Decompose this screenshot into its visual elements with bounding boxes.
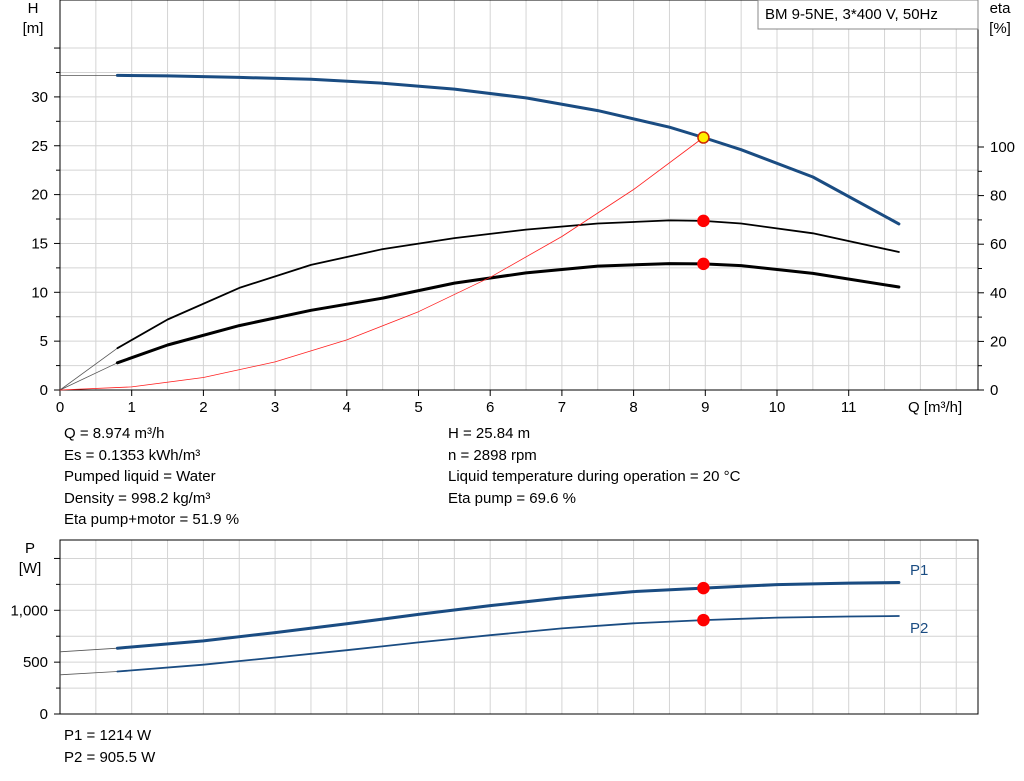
y-tick-label: 20 (31, 187, 48, 204)
y2-axis-label-eta: eta (990, 0, 1012, 17)
x-tick-label: 11 (841, 399, 857, 416)
power-y-tick-label: 0 (40, 706, 48, 723)
main-chart-series (59, 73, 901, 391)
power-y-tick-label: 500 (23, 654, 48, 671)
x-tick-label: 7 (558, 399, 566, 416)
chart-title-box: BM 9-5NE, 3*400 V, 50Hz (757, 0, 979, 30)
power-series-p2 (116, 615, 900, 673)
power-chart-grid (60, 540, 978, 714)
info-p2: P2 = 905.5 W (64, 748, 156, 766)
power-duty-point-marker (697, 613, 710, 627)
power-series-p1 (115, 581, 901, 650)
duty-point-info-left: Q = 8.974 m³/h Es = 0.1353 kWh/m³ Pumped… (64, 423, 239, 531)
main-chart-grid (60, 0, 978, 390)
power-chart-ticks: 0 500 1,000 (10, 557, 60, 723)
power-duty-point-marker (697, 581, 710, 595)
main-chart-ticks: 0 1 2 3 4 5 6 7 8 9 10 11 0 5 10 15 20 25 30 0 20 40 60 80 100 (31, 47, 1015, 416)
series-eta_total (115, 262, 901, 365)
main-chart-points (697, 131, 710, 271)
info-energy-specific: Es = 0.1353 kWh/m³ (64, 446, 201, 464)
power-chart-points (697, 581, 710, 627)
y2-axis-unit-eta: [%] (989, 20, 1011, 37)
info-liquid-temperature: Liquid temperature during operation = 20… (448, 468, 741, 485)
info-density: Density = 998.2 kg/m³ (64, 489, 211, 507)
x-tick-label: 2 (199, 399, 207, 416)
y-tick-label: 30 (31, 89, 48, 106)
power-series-extension-p1 (59, 647, 118, 653)
y-tick-label: 5 (40, 333, 48, 350)
x-tick-label: 0 (56, 399, 64, 416)
x-tick-label: 10 (769, 399, 786, 416)
y-tick-label: 10 (31, 284, 48, 301)
info-eta-pump-motor: Eta pump+motor = 51.9 % (64, 511, 240, 528)
y2-tick-label: 0 (990, 382, 998, 399)
y-tick-label: 25 (31, 138, 48, 155)
y2-tick-label: 60 (990, 236, 1007, 253)
info-pumped-liquid: Pumped liquid = Water (64, 468, 216, 485)
duty-point-info-right: H = 25.84 m n = 2898 rpm Liquid temperat… (448, 423, 740, 509)
y2-tick-label: 80 (990, 188, 1007, 205)
series-extension-eta_total (59, 362, 118, 391)
y2-tick-label: 100 (990, 139, 1015, 156)
y2-tick-label: 20 (990, 333, 1007, 350)
y2-tick-label: 40 (990, 285, 1007, 302)
series-head (115, 73, 901, 226)
y-tick-label: 0 (40, 382, 48, 399)
series-extension-eta_pump (59, 347, 118, 391)
info-eta-pump: Eta pump = 69.6 % (448, 489, 576, 507)
power-chart-frame (59, 539, 979, 715)
series-label-p1: P1 (910, 562, 928, 579)
info-head: H = 25.84 m (448, 425, 531, 442)
y-axis-unit-h: [m] (23, 20, 44, 37)
series-system_curve (59, 137, 704, 391)
series-label-p2: P2 (910, 620, 928, 637)
y-axis-label-h: H (28, 0, 39, 17)
x-tick-label: 1 (128, 399, 136, 416)
power-y-tick-label: 1,000 (10, 602, 48, 619)
x-tick-label: 5 (414, 399, 422, 416)
chart-title: BM 9-5NE, 3*400 V, 50Hz (765, 6, 938, 23)
power-axis-label: P (25, 540, 35, 557)
duty-point-marker (697, 257, 710, 271)
power-series-extension-p2 (59, 671, 118, 676)
x-tick-label: 8 (629, 399, 637, 416)
x-axis-label-q: Q [m³/h] (908, 399, 962, 416)
info-flow: Q = 8.974 m³/h (64, 425, 165, 442)
power-chart-series (59, 581, 901, 676)
info-p1: P1 = 1214 W (64, 727, 152, 744)
series-eta_pump (116, 219, 900, 350)
x-tick-label: 3 (271, 399, 279, 416)
duty-point-marker (697, 214, 710, 228)
power-axis-unit: [W] (19, 560, 42, 577)
duty-point-marker (697, 131, 710, 144)
info-speed: n = 2898 rpm (448, 446, 537, 464)
x-tick-label: 6 (486, 399, 494, 416)
x-tick-label: 4 (343, 399, 351, 416)
x-tick-label: 9 (701, 399, 709, 416)
y-tick-label: 15 (31, 235, 48, 252)
power-values-info: P1 = 1214 W P2 = 905.5 W (64, 725, 155, 768)
